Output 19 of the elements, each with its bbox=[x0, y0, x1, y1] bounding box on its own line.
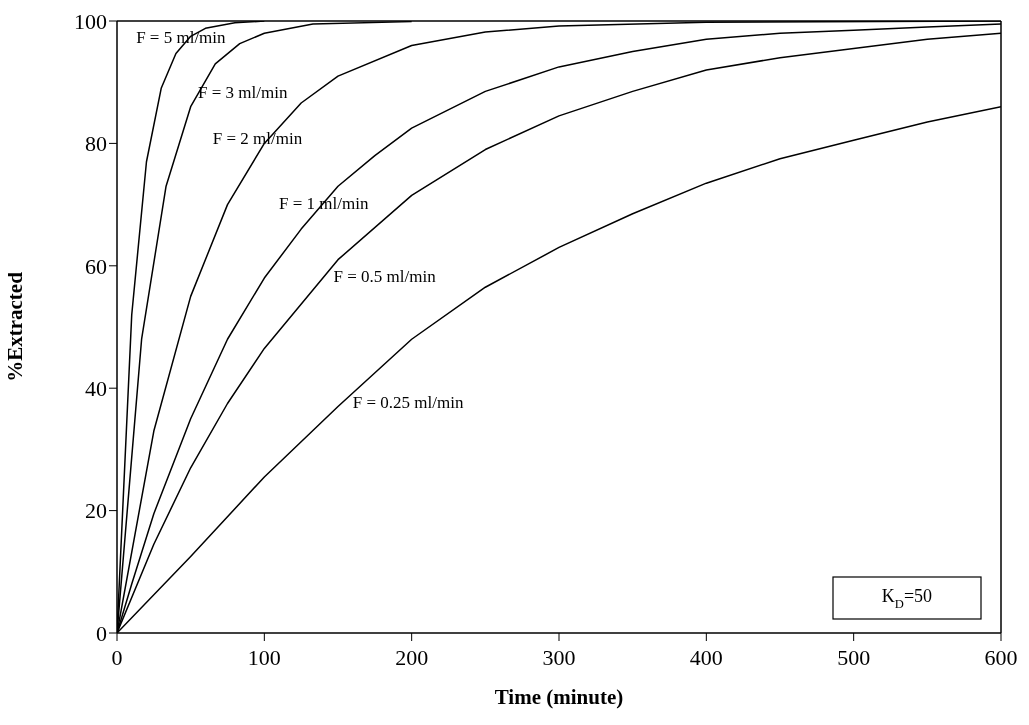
y-tick-label: 20 bbox=[85, 498, 107, 524]
x-tick-label: 400 bbox=[689, 644, 723, 670]
y-tick-label: 40 bbox=[85, 376, 107, 402]
series-label: F = 0.5 ml/min bbox=[333, 266, 437, 286]
x-tick-label: 100 bbox=[247, 644, 281, 670]
x-tick-label: 600 bbox=[984, 644, 1018, 670]
text-frame: K$_{D}$=50 bbox=[832, 576, 982, 620]
x-axis-title: Time (minute) bbox=[494, 685, 624, 709]
x-tick-label: 500 bbox=[837, 644, 871, 670]
y-tick-label: 100 bbox=[74, 8, 107, 34]
y-tick-label: 0 bbox=[96, 620, 107, 646]
y-tick-label: 60 bbox=[85, 253, 107, 279]
x-tick-label: 0 bbox=[111, 644, 123, 670]
series-label: F = 0.25 ml/min bbox=[352, 392, 464, 412]
x-tick-label: 200 bbox=[395, 644, 429, 670]
x-tick-label: 300 bbox=[542, 644, 576, 670]
annotation: K$_{D}$=50 bbox=[881, 586, 933, 611]
y-tick-label: 80 bbox=[85, 131, 107, 157]
y-axis-title: %Extracted bbox=[3, 271, 28, 382]
